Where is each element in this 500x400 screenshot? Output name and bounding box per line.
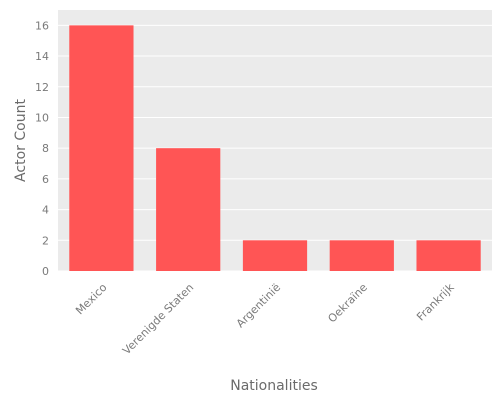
y-tick-label: 6 (42, 173, 49, 186)
bar-3 (329, 240, 394, 271)
bars (69, 25, 481, 272)
x-tick-label: Mexico (73, 281, 110, 318)
y-tick-label: 0 (42, 265, 49, 278)
y-tick-label: 14 (35, 50, 49, 63)
y-tick-label: 16 (35, 19, 49, 32)
bar-0 (69, 25, 134, 272)
x-tick-label: Frankrijk (414, 280, 457, 323)
y-tick-label: 4 (42, 204, 49, 217)
y-tick-label: 8 (42, 142, 49, 155)
x-tick-label: Verenigde Staten (120, 281, 196, 357)
y-tick-label: 2 (42, 234, 49, 247)
y-tick-labels: 0 2 4 6 8 10 12 14 16 (35, 19, 49, 278)
x-tick-label: Argentinië (234, 281, 283, 330)
bar-2 (242, 240, 308, 271)
y-tick-label: 10 (35, 111, 49, 124)
x-tick-labels: Mexico Verenigde Staten Argentinië Oekraïne… (73, 280, 457, 357)
x-tick-label: Oekraïne (325, 281, 370, 326)
y-axis-title: Actor Count (13, 99, 29, 182)
x-axis-title: Nationalities (230, 378, 318, 394)
bar-1 (156, 148, 221, 271)
bar-4 (416, 240, 481, 271)
y-tick-label: 12 (35, 81, 49, 94)
